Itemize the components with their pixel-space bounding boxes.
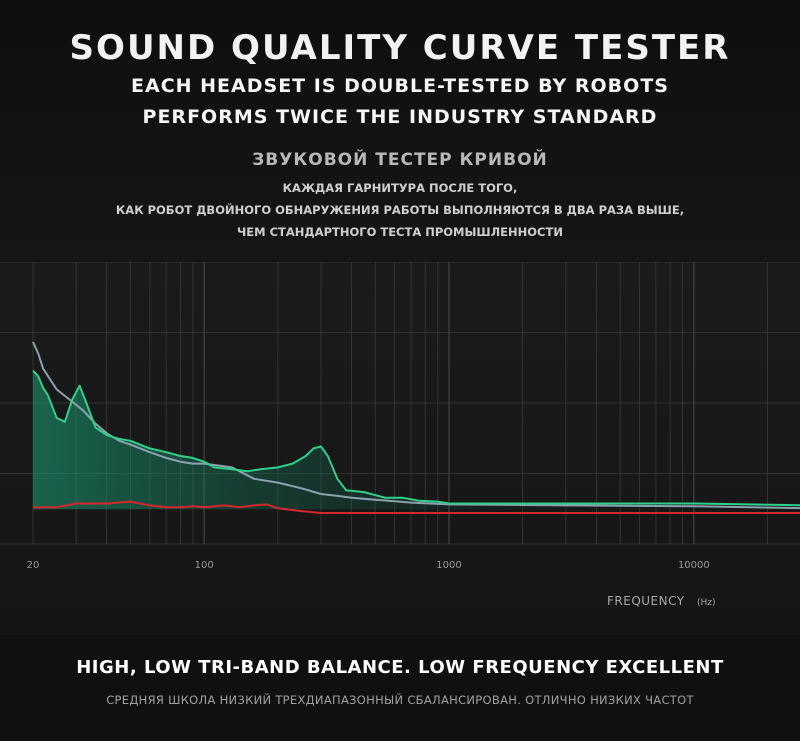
subtitle-line-2: PERFORMS TWICE THE INDUSTRY STANDARD [142,106,658,128]
chart-area-fill [33,370,800,510]
frequency-chart-panel: 20 100 1000 10000 FREQUENCY (Hz) [0,262,800,635]
subtitle-line-1: EACH HEADSET IS DOUBLE-TESTED BY ROBOTS [131,75,669,97]
frequency-response-chart: 20 100 1000 10000 FREQUENCY (Hz) [0,262,800,608]
red-series-line [33,500,800,514]
x-axis-ticks: 20 100 1000 10000 [27,560,710,571]
header-section: SOUND QUALITY CURVE TESTER EACH HEADSET … [0,0,800,262]
main-title: SOUND QUALITY CURVE TESTER [69,28,731,68]
x-tick-label: 10000 [678,560,710,571]
russian-line-2: КАК РОБОТ ДВОЙНОГО ОБНАРУЖЕНИЯ РАБОТЫ ВЫ… [115,203,685,217]
russian-title: ЗВУКОВОЙ ТЕСТЕР КРИВОЙ [252,150,548,170]
x-axis-unit: (Hz) [697,598,716,608]
footer-russian-text: СРЕДНЯЯ ШКОЛА НИЗКИЙ ТРЕХДИАПАЗОННЫЙ СБА… [106,693,694,707]
russian-line-1: КАЖДАЯ ГАРНИТУРА ПОСЛЕ ТОГО, [282,181,518,195]
green-series-line [32,369,800,507]
x-tick-label: 20 [27,560,40,571]
gray-series-line [32,341,800,510]
footer-english-text: HIGH, LOW TRI-BAND BALANCE. LOW FREQUENC… [76,657,724,678]
footer-section: HIGH, LOW TRI-BAND BALANCE. LOW FREQUENC… [0,635,800,741]
x-axis-label: FREQUENCY [607,594,685,608]
russian-line-3: ЧЕМ СТАНДАРТНОГО ТЕСТА ПРОМЫШЛЕННОСТИ [237,225,563,239]
x-tick-label: 100 [195,560,214,571]
green-area-fill [33,370,800,510]
chart-series [32,341,800,514]
x-tick-label: 1000 [436,560,461,571]
